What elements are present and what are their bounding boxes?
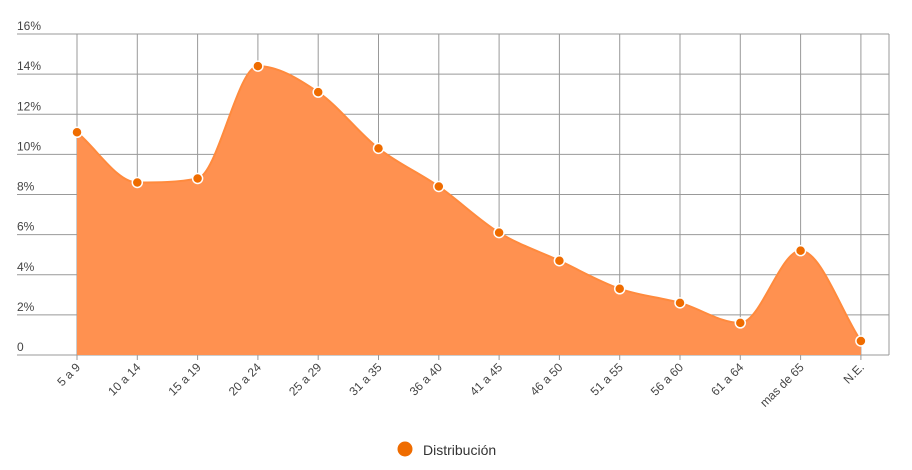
- legend-label: Distribución: [423, 442, 496, 458]
- x-tick-label: 46 a 50: [527, 360, 565, 398]
- legend-marker-icon: [397, 441, 413, 457]
- y-tick-label: 10%: [17, 139, 41, 153]
- series-area: [76, 65, 862, 355]
- x-tick-label: 31 a 35: [346, 360, 384, 398]
- data-point[interactable]: [372, 142, 385, 155]
- data-point[interactable]: [71, 126, 83, 139]
- data-point[interactable]: [734, 317, 747, 329]
- data-point[interactable]: [613, 283, 626, 295]
- y-tick-label: 16%: [17, 19, 41, 33]
- y-axis-ticks: 0 2% 4% 6% 8% 10% 12% 14% 16%: [17, 19, 41, 354]
- data-point[interactable]: [855, 335, 867, 347]
- x-axis-ticks: 5 a 9 10 a 14 15 a 19 20 a 24 25 a 29 31 a 35…: [54, 360, 867, 410]
- y-tick-label: 6%: [17, 220, 35, 234]
- x-tick-label: 10 a 14: [105, 360, 143, 398]
- series-points: [71, 60, 867, 347]
- y-tick-label: 4%: [17, 260, 35, 274]
- x-tick-label: 15 a 19: [166, 360, 204, 398]
- x-tick-label: 5 a 9: [54, 360, 83, 389]
- y-tick-label: 8%: [17, 180, 35, 194]
- data-point[interactable]: [191, 172, 204, 185]
- data-point[interactable]: [131, 176, 144, 189]
- data-point[interactable]: [794, 244, 807, 257]
- data-point[interactable]: [433, 180, 445, 193]
- data-point[interactable]: [252, 60, 264, 72]
- y-tick-label: 0: [17, 340, 24, 354]
- y-tick-label: 2%: [17, 300, 35, 314]
- data-point[interactable]: [553, 254, 566, 267]
- x-tick-label: mas de 65: [757, 360, 807, 410]
- x-tick-label: 36 a 40: [407, 360, 445, 398]
- x-tick-label: 20 a 24: [226, 360, 264, 398]
- data-point[interactable]: [312, 86, 324, 98]
- x-tick-label: 25 a 29: [286, 360, 324, 398]
- x-tick-label: 61 a 64: [708, 360, 746, 398]
- x-tick-label: 41 a 45: [467, 360, 505, 398]
- data-point[interactable]: [493, 226, 505, 239]
- y-tick-label: 14%: [17, 59, 41, 73]
- data-point[interactable]: [674, 297, 686, 309]
- x-tick-label: N.E.: [841, 360, 867, 386]
- y-tick-label: 12%: [17, 99, 41, 113]
- x-tick-label: 56 a 60: [648, 360, 686, 398]
- legend[interactable]: Distribución: [397, 441, 497, 459]
- x-tick-label: 51 a 55: [588, 360, 626, 398]
